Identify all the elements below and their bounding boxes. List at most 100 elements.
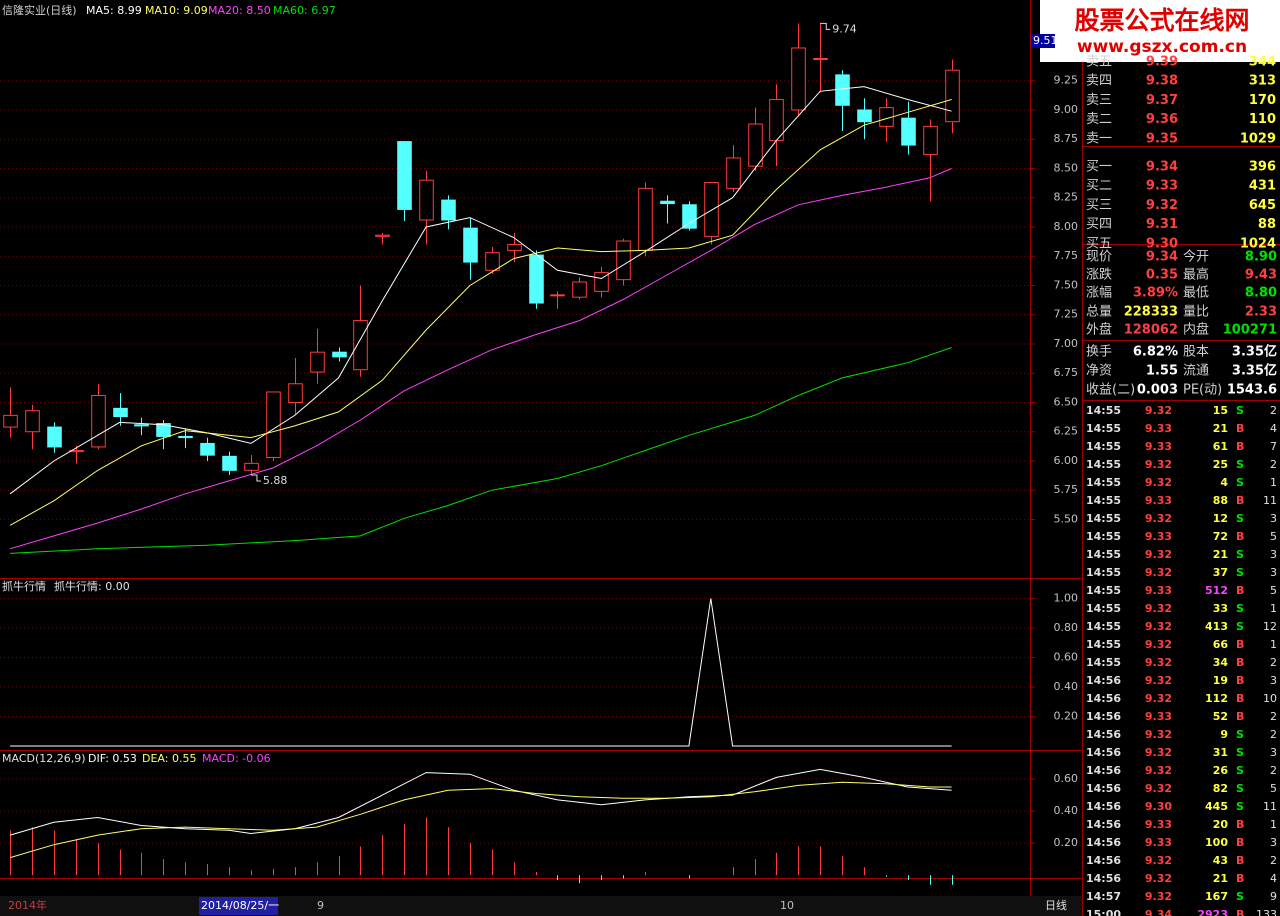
candle-body — [529, 254, 544, 304]
trade-count: 3 — [1270, 566, 1277, 579]
stat-label: 涨幅 — [1086, 286, 1112, 301]
month-label: 10 — [780, 899, 794, 912]
watermark-title: 股票公式在线网 — [1074, 6, 1249, 35]
trade-volume: 34 — [1213, 656, 1229, 669]
candle-body — [682, 204, 697, 229]
trade-side: B — [1236, 494, 1244, 507]
trade-side: B — [1236, 674, 1244, 687]
trade-price: 9.33 — [1145, 494, 1172, 507]
candle-body — [134, 424, 149, 427]
trade-time: 14:56 — [1086, 782, 1121, 795]
trade-count: 3 — [1270, 836, 1277, 849]
indicator-title: 抓牛行情 — [2, 579, 46, 593]
book-price: 9.35 — [1146, 131, 1178, 146]
trade-count: 2 — [1270, 710, 1277, 723]
stat-value: 128062 — [1124, 323, 1178, 338]
trade-price: 9.32 — [1145, 458, 1172, 471]
trade-volume: 88 — [1213, 494, 1228, 507]
trade-time: 14:56 — [1086, 674, 1121, 687]
candle-body — [441, 199, 456, 221]
book-label: 卖五 — [1086, 55, 1112, 70]
trade-price: 9.32 — [1145, 728, 1172, 741]
trade-price: 9.32 — [1145, 746, 1172, 759]
candle-body — [485, 252, 500, 271]
trade-count: 4 — [1270, 422, 1277, 435]
dif-readout: DIF: 0.53 — [88, 752, 137, 765]
trade-volume: 61 — [1213, 440, 1228, 453]
trade-price: 9.32 — [1145, 602, 1172, 615]
book-volume: 1029 — [1240, 131, 1276, 146]
trade-volume: 26 — [1213, 764, 1229, 777]
y-tick-label: 0.40 — [1054, 680, 1079, 693]
cursor-date-box — [199, 897, 278, 915]
book-price: 9.37 — [1146, 93, 1178, 108]
trade-volume: 82 — [1213, 782, 1228, 795]
y-tick-label: 9.25 — [1054, 74, 1079, 87]
trade-count: 4 — [1270, 872, 1277, 885]
candle-body — [266, 391, 281, 458]
trade-price: 9.33 — [1145, 530, 1172, 543]
trade-time: 14:56 — [1086, 746, 1121, 759]
candle-body — [47, 426, 62, 448]
book-price: 9.30 — [1146, 236, 1178, 251]
trade-count: 3 — [1270, 548, 1277, 561]
y-tick-label: 7.75 — [1054, 249, 1079, 262]
book-label: 买四 — [1086, 217, 1112, 232]
stat-value: 1543.6 — [1227, 383, 1277, 398]
trade-side: S — [1236, 728, 1244, 741]
trade-volume: 19 — [1213, 674, 1228, 687]
stat-label: PE(动) — [1183, 383, 1222, 398]
trade-volume: 37 — [1213, 566, 1228, 579]
trade-price: 9.34 — [1145, 908, 1172, 916]
candle-body — [594, 272, 609, 292]
y-tick-label: 0.20 — [1054, 836, 1079, 849]
trade-time: 14:55 — [1086, 656, 1121, 669]
candle-body — [463, 227, 478, 263]
trade-side: S — [1236, 890, 1244, 903]
trade-count: 11 — [1263, 800, 1277, 813]
macd-title: MACD(12,26,9) — [2, 752, 86, 765]
ma5-readout: MA5: 8.99 — [86, 4, 142, 17]
book-price: 9.34 — [1146, 160, 1178, 175]
line-series — [10, 347, 952, 554]
book-price: 9.38 — [1146, 74, 1178, 89]
candle-body — [813, 58, 828, 61]
trade-price: 9.32 — [1145, 476, 1172, 489]
book-volume: 645 — [1249, 198, 1276, 213]
y-tick-label: 0.80 — [1054, 621, 1079, 634]
cursor-date: 2014/08/25/一 — [201, 899, 279, 912]
book-label: 卖一 — [1086, 131, 1112, 146]
trade-side: B — [1236, 692, 1244, 705]
candle-body — [178, 435, 193, 439]
trade-side: S — [1236, 566, 1244, 579]
book-label: 买二 — [1086, 179, 1112, 194]
y-tick-label: 6.00 — [1054, 454, 1079, 467]
indicator-readout: 抓牛行情: 0.00 — [54, 579, 130, 593]
line-series — [9, 168, 952, 550]
trade-volume: 25 — [1213, 458, 1228, 471]
trade-side: B — [1236, 638, 1244, 651]
trade-time: 14:55 — [1086, 530, 1121, 543]
period-tab[interactable]: 日线 — [1045, 898, 1067, 912]
book-volume: 170 — [1249, 93, 1276, 108]
ma60-readout: MA60: 6.97 — [273, 4, 336, 17]
annotation-label: 5.88 — [263, 474, 288, 487]
trade-price: 9.33 — [1145, 836, 1172, 849]
trade-price: 9.32 — [1145, 692, 1172, 705]
trade-time: 14:55 — [1086, 602, 1121, 615]
candle-body — [3, 414, 18, 428]
trade-side: B — [1236, 530, 1244, 543]
book-price: 9.32 — [1146, 198, 1178, 213]
stat-value: 2.33 — [1245, 305, 1277, 320]
trade-price: 9.32 — [1145, 854, 1172, 867]
trade-side: S — [1236, 404, 1244, 417]
footer-bar — [0, 896, 1082, 916]
y-tick-label: 6.25 — [1054, 425, 1079, 438]
book-volume: 1024 — [1240, 236, 1276, 251]
trade-price: 9.33 — [1145, 440, 1172, 453]
book-label: 买三 — [1086, 198, 1112, 213]
trade-time: 14:56 — [1086, 800, 1121, 813]
trade-price: 9.32 — [1145, 638, 1172, 651]
watermark-box — [1040, 0, 1280, 62]
